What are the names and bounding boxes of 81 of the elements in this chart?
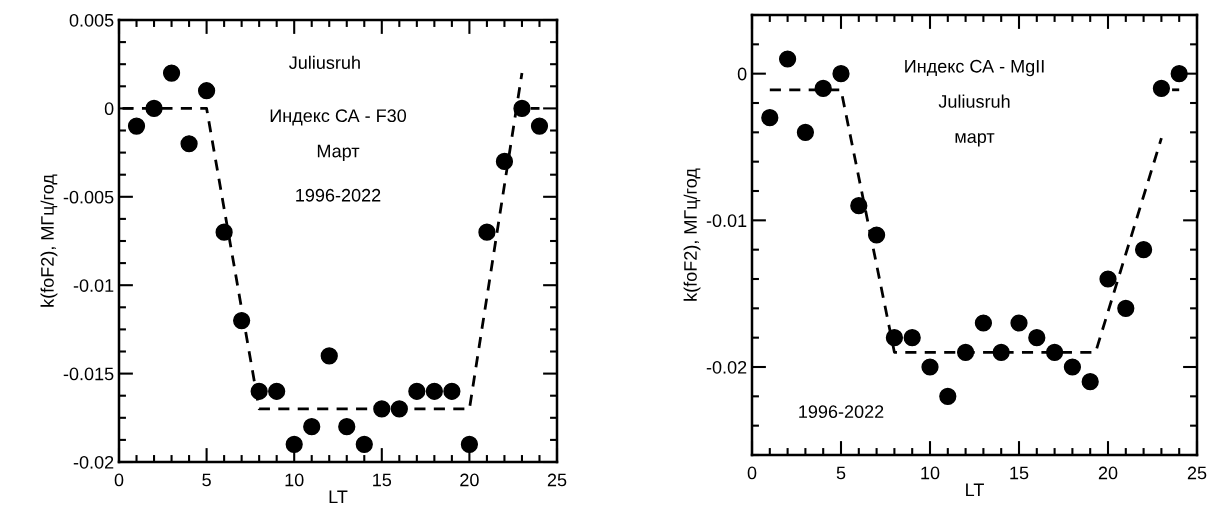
x-tick-label: 10	[285, 473, 304, 487]
x-tick-label: 15	[1010, 466, 1029, 480]
x-axis-title: LT	[966, 483, 984, 497]
y-tick-label: 0	[737, 67, 747, 81]
x-axis-title: LT	[329, 490, 348, 504]
point	[162, 64, 181, 82]
x-tick-label: 0	[747, 466, 757, 480]
x-tick-label: 5	[202, 473, 211, 487]
point	[425, 382, 443, 400]
point	[1028, 329, 1046, 347]
annotation: Juliusruh	[289, 55, 360, 70]
point	[1117, 299, 1135, 317]
x-tick-label: 0	[114, 473, 124, 487]
annotation: Индекс СА - F30	[270, 109, 407, 126]
point	[197, 82, 216, 100]
point	[408, 382, 426, 400]
point	[974, 314, 993, 332]
point	[1081, 373, 1099, 391]
point	[145, 99, 163, 118]
y-tick-label: 0.005	[69, 13, 114, 27]
point	[921, 358, 939, 376]
point	[939, 387, 957, 405]
x-tick-label: 15	[373, 473, 392, 487]
point	[1134, 241, 1153, 259]
point	[268, 382, 286, 400]
y-tick-label: -0.005	[63, 190, 114, 204]
annotation: 1996-2022	[799, 405, 884, 419]
point	[814, 79, 832, 97]
point	[1063, 358, 1082, 376]
y-tick-label: -0.01	[73, 279, 114, 292]
annotation: Март	[317, 144, 360, 162]
y-tick-label: -0.02	[73, 455, 114, 469]
point	[390, 400, 408, 418]
point	[460, 435, 479, 453]
point	[850, 197, 868, 215]
point	[127, 117, 146, 135]
point	[1010, 314, 1028, 332]
point	[478, 223, 496, 241]
point	[530, 117, 549, 135]
point	[495, 152, 514, 171]
annotation: март	[955, 133, 995, 147]
point	[443, 382, 461, 400]
y-tick-label: -0.015	[63, 367, 114, 381]
point	[355, 435, 373, 453]
x-tick-label: 25	[547, 473, 567, 487]
y-tick-label: -0.02	[706, 360, 747, 374]
annotation: Индекс СА - MgII	[905, 59, 1044, 77]
point	[832, 65, 850, 83]
point	[956, 343, 975, 361]
point	[867, 226, 886, 244]
annotation: 1996-2022	[296, 188, 381, 202]
y-axis-title: k(foF2), МГц/год	[683, 168, 701, 301]
x-tick-label: 20	[1098, 466, 1118, 480]
y-tick-label: 0	[104, 102, 114, 116]
point	[513, 99, 531, 118]
annotation: Juliusruh	[938, 94, 1010, 108]
point	[778, 50, 797, 68]
point	[1099, 270, 1117, 288]
y-tick-label: -0.01	[706, 214, 747, 228]
point	[303, 418, 321, 436]
point	[903, 329, 921, 347]
point	[796, 123, 815, 141]
point	[180, 135, 198, 153]
point	[1045, 343, 1064, 361]
x-tick-label: 10	[921, 466, 940, 480]
point	[885, 329, 904, 347]
x-tick-label: 25	[1187, 466, 1207, 480]
point	[761, 109, 779, 127]
point	[233, 311, 251, 330]
point	[320, 347, 338, 365]
point	[1152, 79, 1171, 97]
point	[1170, 65, 1188, 83]
point	[338, 418, 356, 436]
point	[285, 435, 303, 453]
x-tick-label: 20	[460, 473, 479, 487]
point	[215, 223, 233, 241]
point	[373, 400, 391, 418]
x-tick-label: 5	[836, 466, 846, 480]
y-axis-title: k(foF2), МГц/год	[40, 174, 58, 307]
point	[992, 343, 1010, 361]
point	[250, 382, 268, 400]
